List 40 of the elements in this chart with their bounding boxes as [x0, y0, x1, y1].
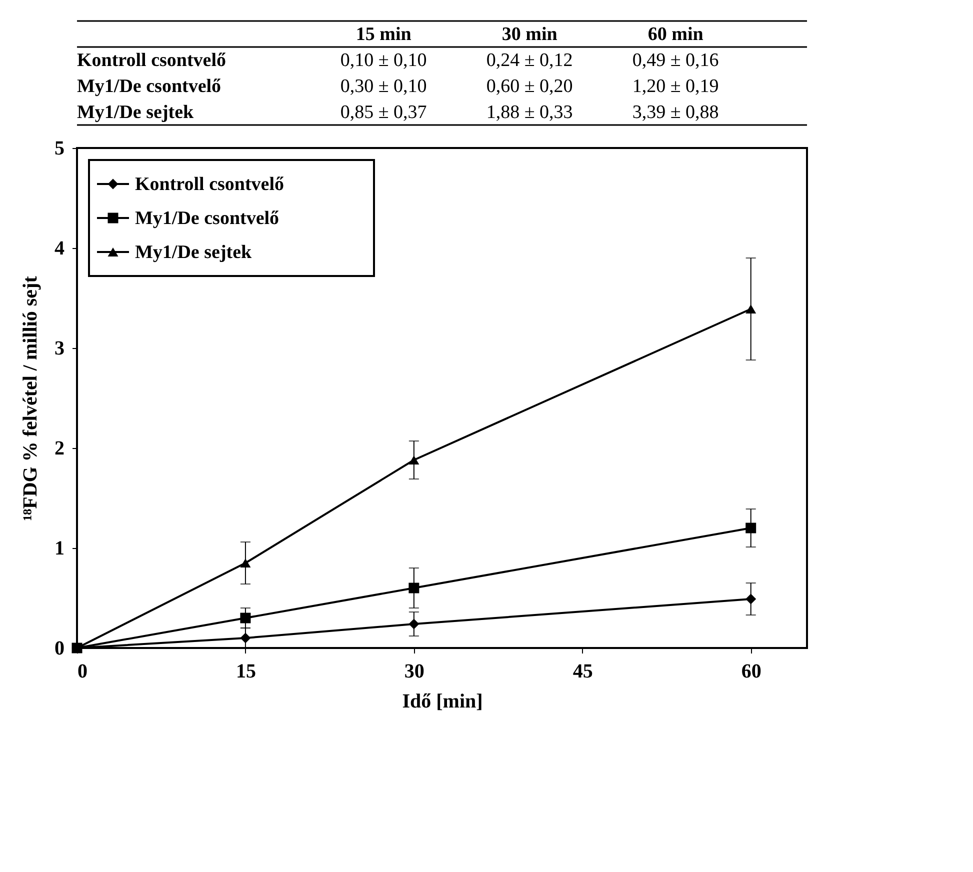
text: 30 min — [502, 24, 558, 45]
x-axis-title: Idő [min] — [402, 690, 483, 712]
text: 0,30 ± 0,10 — [340, 76, 427, 97]
text: 0,24 ± 0,12 — [486, 50, 573, 71]
text: 0,49 ± 0,16 — [632, 50, 719, 71]
point — [746, 594, 756, 604]
point — [408, 618, 420, 630]
y-axis-title: ¹⁸FDG % felvétel / millió sejt — [20, 276, 42, 521]
x-tick-label: 30 — [404, 660, 424, 682]
y-tick-label: 2 — [54, 438, 64, 460]
text: 60 min — [648, 24, 704, 45]
point — [746, 304, 756, 314]
y-tick-label: 5 — [54, 138, 64, 160]
text: 0,10 ± 0,10 — [340, 50, 427, 71]
legend-label: My1/De csontvelő — [135, 208, 280, 229]
y-tick-label: 0 — [54, 638, 64, 660]
text: My1/De csontvelő — [77, 76, 222, 97]
point — [408, 582, 420, 594]
text: 1,88 ± 0,33 — [486, 102, 573, 123]
x-tick-label: 45 — [572, 660, 593, 682]
text: 15 min — [356, 24, 412, 45]
x-tick-label: 0 — [78, 660, 88, 682]
text: My1/De sejtek — [77, 102, 194, 123]
text: 0,85 ± 0,37 — [340, 102, 427, 123]
legend-label: My1/De sejtek — [135, 242, 252, 263]
x-tick-label: 60 — [741, 660, 762, 682]
text: 1,20 ± 0,19 — [632, 76, 719, 97]
y-tick-label: 1 — [54, 538, 64, 560]
text: Kontroll csontvelő — [77, 50, 226, 71]
x-tick-label: 15 — [236, 660, 256, 682]
legend-label: Kontroll csontvelő — [135, 174, 284, 195]
point — [240, 612, 251, 624]
text: 3,39 ± 0,88 — [632, 102, 719, 123]
y-tick-label: 4 — [54, 238, 64, 260]
point — [408, 455, 420, 465]
point — [746, 522, 756, 534]
y-tick-label: 3 — [54, 338, 64, 360]
point — [240, 558, 251, 568]
point — [240, 632, 251, 644]
text: 0,60 ± 0,20 — [486, 76, 573, 97]
